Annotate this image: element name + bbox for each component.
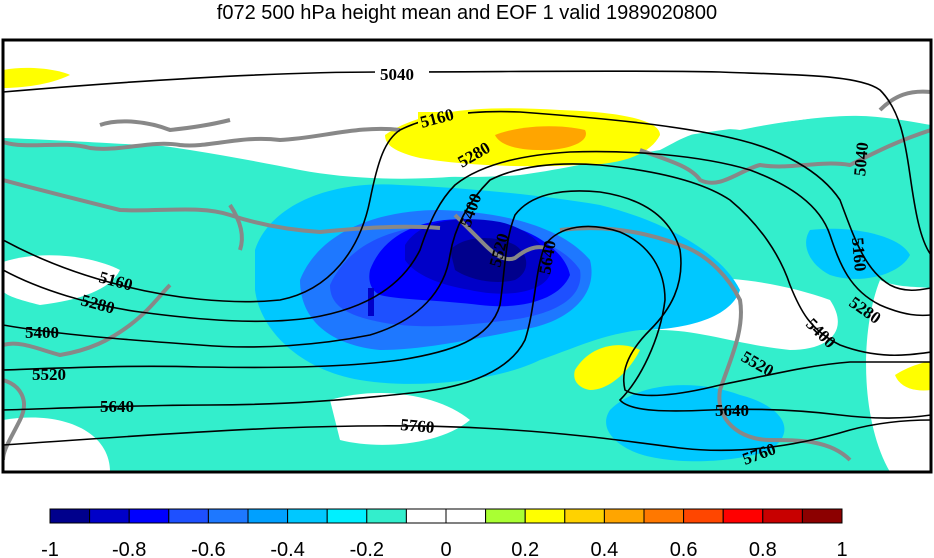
- contour-5760: [3, 419, 931, 452]
- contour-label: 5640: [715, 401, 749, 420]
- colorbar-tick-label: 0.4: [590, 539, 618, 558]
- eof-white-gap: [3, 417, 110, 472]
- colorbar-tick-label: -0.6: [191, 539, 225, 558]
- colorbar-tick-label: 0.6: [670, 539, 698, 558]
- coastline: [3, 126, 401, 151]
- colorbar-swatch: [207, 508, 249, 524]
- contour-label: 5040: [850, 141, 872, 177]
- coastline: [3, 178, 441, 234]
- colorbar-swatch: [49, 508, 91, 524]
- eof-white-gap: [330, 392, 470, 445]
- coastline: [3, 283, 172, 357]
- contour-5040: [3, 70, 931, 256]
- coastline: [3, 378, 26, 461]
- colorbar-tick-label: 0: [440, 539, 451, 558]
- colorbar-tick-label: -0.2: [350, 539, 384, 558]
- colorbar-swatch: [128, 508, 170, 524]
- contour-5400: [3, 163, 931, 357]
- coastline: [878, 89, 931, 112]
- colorbar-swatch: [603, 508, 645, 524]
- eof-darkblue-core: [368, 288, 374, 316]
- colorbar-swatch: [168, 508, 209, 524]
- contour-label: 5640: [100, 397, 134, 416]
- colorbar-swatch: [762, 508, 803, 524]
- colorbar-swatch: [405, 508, 447, 524]
- colorbar-swatch: [801, 508, 843, 524]
- coastline: [639, 128, 931, 185]
- contour-5640: [3, 225, 931, 419]
- colorbar-tick-label: 1: [836, 539, 847, 558]
- contour-labels: 5040 5160 5280 5400 5520 5640 5160 5280 …: [25, 63, 884, 469]
- colorbar-tick-label: -0.8: [112, 539, 146, 558]
- eof-orange-region: [495, 126, 586, 151]
- eof-blue-region: [606, 385, 785, 462]
- contour-label: 5520: [32, 365, 66, 384]
- coastline: [228, 203, 244, 251]
- colorbar-swatch: [89, 508, 130, 524]
- colorbar-swatch: [524, 508, 566, 524]
- colorbar-tick-label: -1: [41, 539, 59, 558]
- colorbar-swatch: [287, 508, 328, 524]
- colorbar-swatch: [326, 508, 368, 524]
- eof-yellow-region: [3, 67, 70, 88]
- coastline: [559, 226, 852, 462]
- colorbar-swatch: [683, 508, 724, 524]
- contour-label: 5400: [25, 323, 59, 342]
- colorbar: -1 -0.8 -0.6 -0.4 -0.2 0 0.2 0.4 0.6 0.8 1: [41, 508, 848, 558]
- coastline: [453, 213, 546, 262]
- colorbar-swatch: [247, 508, 289, 524]
- colorbar-swatch: [643, 508, 685, 524]
- colorbar-swatch: [485, 508, 526, 524]
- colorbar-tick-label: 0.2: [511, 539, 539, 558]
- contour-5280: [3, 150, 931, 323]
- eof-white-gap: [3, 40, 931, 178]
- colorbar-tick-label: -0.4: [270, 539, 304, 558]
- eof-shading: [3, 40, 931, 472]
- colorbar-tick-label: 0.8: [749, 539, 777, 558]
- colorbar-swatch: [722, 508, 764, 524]
- contour-5520: [3, 190, 931, 397]
- contour-label: 5040: [380, 65, 414, 84]
- eof-white-gap: [3, 255, 120, 305]
- eof-yellow-region: [574, 345, 640, 390]
- contour-label: 5760: [400, 415, 436, 437]
- map-title: f072 500 hPa height mean and EOF 1 valid…: [216, 2, 718, 24]
- map-frame: [1, 38, 933, 474]
- colorbar-swatch: [564, 508, 605, 524]
- colorbar-swatch: [366, 508, 407, 524]
- eof-yellow-region: [895, 361, 931, 391]
- coastline: [99, 118, 231, 132]
- contour-label: 5160: [848, 237, 870, 273]
- colorbar-swatch: [445, 508, 487, 524]
- coastlines: [3, 89, 931, 462]
